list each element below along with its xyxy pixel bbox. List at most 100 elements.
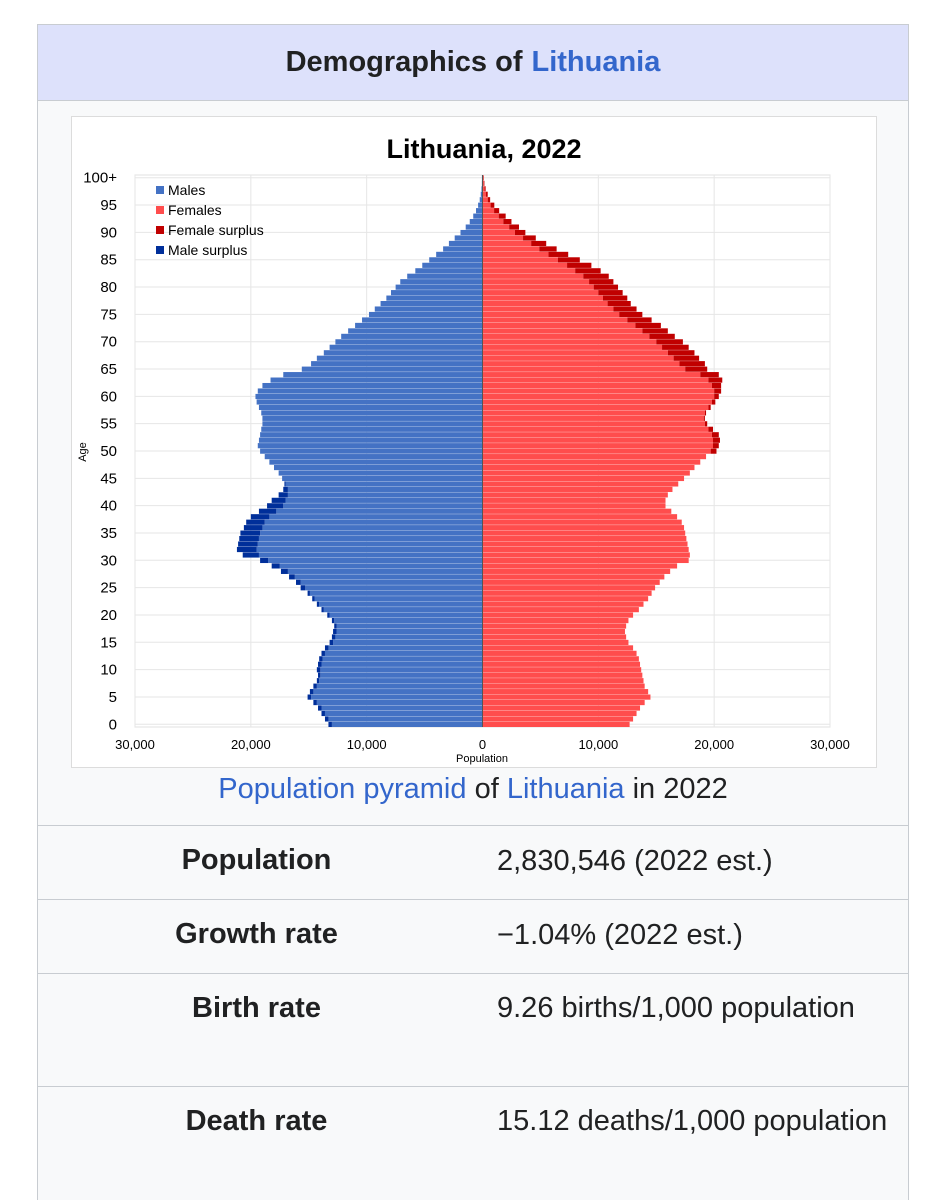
male-bar-age-62 <box>262 382 483 389</box>
male-bar-age-31 <box>258 552 483 558</box>
female-surplus-bar-age-78 <box>602 295 628 301</box>
male-surplus-bar-age-7 <box>313 683 317 689</box>
male-bar-age-56 <box>262 415 483 421</box>
male-surplus-bar-age-37 <box>246 519 265 525</box>
male-surplus-bar-age-40 <box>267 503 284 509</box>
population-pyramid-chart[interactable]: 30,000 20,000 10,000 0 10,000 20,000 30,000 0 5 1… <box>71 116 877 768</box>
female-bar-age-36 <box>482 525 685 531</box>
female-bar-age-35 <box>482 530 686 536</box>
y-axis-label: Age <box>77 442 89 462</box>
female-bar-age-39 <box>482 508 672 514</box>
infobox-header: Demographics of Lithuania <box>38 25 908 101</box>
female-bar-age-49 <box>482 454 707 460</box>
female-surplus-bar-age-80 <box>593 284 619 290</box>
female-surplus-bar-age-64 <box>700 372 719 378</box>
male-surplus-bar-age-41 <box>271 497 286 503</box>
male-surplus-bar-age-30 <box>260 557 269 564</box>
male-bar-age-61 <box>257 388 483 394</box>
x-tick-label: 10,000 <box>347 737 387 752</box>
female-bar-age-76 <box>482 306 614 312</box>
female-surplus-bar-age-96 <box>487 197 491 203</box>
female-bar-age-74 <box>482 317 628 323</box>
female-bar-age-64 <box>482 372 701 378</box>
female-bar-age-55 <box>482 421 705 427</box>
female-bar-age-66 <box>482 361 680 367</box>
male-surplus-bar-age-23 <box>312 596 315 602</box>
x-tick-label: 10,000 <box>578 737 618 752</box>
female-bar-age-31 <box>482 552 690 558</box>
male-bar-age-67 <box>316 355 483 361</box>
female-bar-age-0 <box>482 721 630 727</box>
male-bar-age-53 <box>260 432 483 438</box>
female-bar-age-30 <box>482 557 689 564</box>
female-bar-age-92 <box>482 219 504 225</box>
male-bar-age-85 <box>429 257 483 263</box>
female-surplus-bar-age-73 <box>635 322 661 329</box>
female-bar-age-54 <box>482 426 709 432</box>
y-tick-label: 90 <box>100 224 117 241</box>
female-surplus-bar-age-59 <box>711 399 716 405</box>
female-bar-age-24 <box>482 590 652 596</box>
female-bar-age-98 <box>482 186 485 192</box>
female-surplus-bar-age-95 <box>490 202 495 208</box>
female-bar-age-79 <box>482 290 599 296</box>
male-surplus-bar-age-15 <box>329 639 334 646</box>
female-surplus-bar-age-58 <box>708 404 711 411</box>
male-surplus-bar-age-33 <box>238 541 258 547</box>
male-bar-age-4 <box>316 699 483 706</box>
female-surplus-bar-age-87 <box>539 246 557 252</box>
female-bar-age-84 <box>482 262 568 268</box>
female-bar-age-3 <box>482 705 641 711</box>
male-bar-age-57 <box>261 410 483 416</box>
y-tick-label: 65 <box>100 361 117 378</box>
female-surplus-bar-age-70 <box>656 339 683 345</box>
male-surplus-bar-age-29 <box>271 563 280 569</box>
chart-axes: 30,000 20,000 10,000 0 10,000 20,000 30,000 0 5 1… <box>83 170 850 752</box>
legend-swatch-males <box>156 186 164 194</box>
female-bar-age-89 <box>482 235 524 241</box>
male-bar-age-98 <box>481 186 483 192</box>
lithuania-title-link[interactable]: Lithuania <box>531 46 661 78</box>
female-surplus-bar-age-60 <box>714 393 719 400</box>
male-surplus-bar-age-19 <box>331 617 335 624</box>
male-bar-age-29 <box>279 563 483 569</box>
male-bar-age-81 <box>400 279 483 285</box>
y-tick-label: 10 <box>100 662 117 679</box>
male-bar-age-35 <box>260 530 483 536</box>
female-bar-age-45 <box>482 475 685 482</box>
female-surplus-bar-age-54 <box>708 426 714 432</box>
population-pyramid-link[interactable]: Population pyramid <box>218 773 467 805</box>
male-bar-age-38 <box>269 514 483 520</box>
female-bar-age-61 <box>482 388 715 394</box>
female-bar-age-95 <box>482 202 491 208</box>
male-bar-age-39 <box>276 508 483 514</box>
female-surplus-bar-age-66 <box>679 361 705 367</box>
male-bar-age-44 <box>285 481 483 487</box>
male-surplus-bar-age-43 <box>283 486 288 492</box>
y-tick-label: 0 <box>109 716 117 733</box>
female-surplus-bar-age-69 <box>662 344 689 350</box>
male-bar-age-36 <box>262 525 483 531</box>
male-surplus-bar-age-21 <box>321 607 324 613</box>
lithuania-caption-link[interactable]: Lithuania <box>506 773 625 805</box>
male-bar-age-69 <box>329 344 483 350</box>
female-surplus-bar-age-51 <box>713 443 719 449</box>
female-bar-age-62 <box>482 382 712 389</box>
stats-row-population: Population 2,830,546 (2022 est.) <box>38 825 908 899</box>
death-rate-value: 15.12 deaths/1,000 population <box>497 1105 888 1137</box>
chart-legend: Males Females Female surplus Male surplu… <box>156 182 264 258</box>
female-surplus-bar-age-68 <box>667 350 695 356</box>
legend-females: Females <box>168 202 222 218</box>
male-bar-age-2 <box>324 710 483 717</box>
female-bar-age-29 <box>482 563 678 569</box>
male-bar-age-90 <box>460 229 483 236</box>
female-bar-age-19 <box>482 617 629 624</box>
female-bar-age-83 <box>482 268 576 274</box>
legend-swatch-male-surplus <box>156 246 164 254</box>
caption-of-text: of <box>474 773 499 805</box>
female-surplus-bar-age-93 <box>498 213 506 219</box>
male-bar-age-15 <box>333 639 483 646</box>
male-bar-age-43 <box>287 486 483 492</box>
male-bar-age-27 <box>294 574 483 580</box>
male-bar-age-65 <box>301 366 483 372</box>
